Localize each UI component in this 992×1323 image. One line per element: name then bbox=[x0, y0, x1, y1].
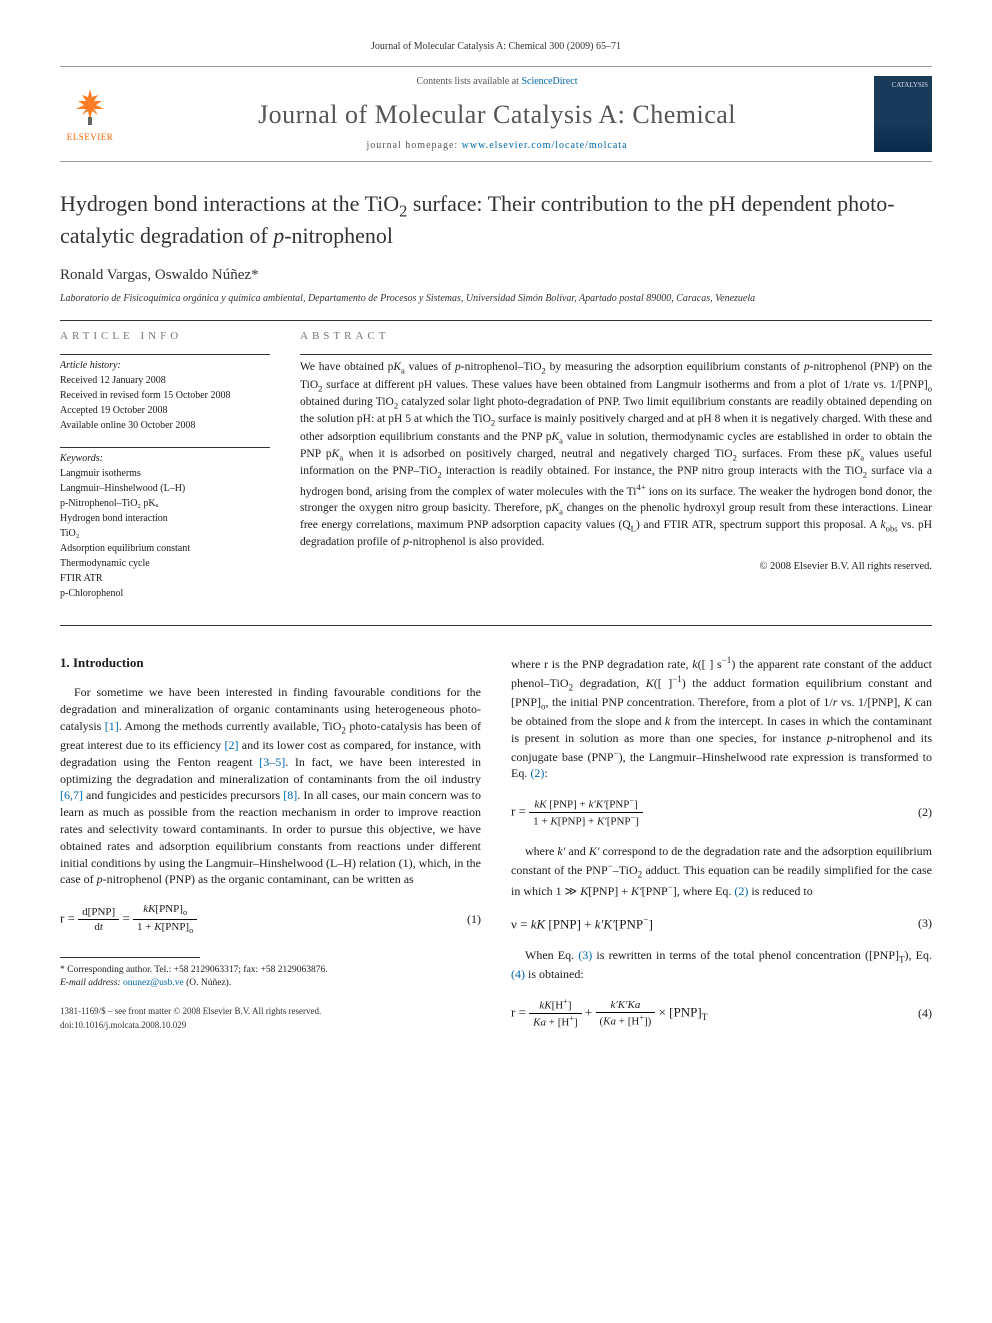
section-heading-intro: 1. Introduction bbox=[60, 654, 481, 672]
keyword: Langmuir–Hinshelwood (L–H) bbox=[60, 482, 270, 496]
intro-paragraph: For sometime we have been interested in … bbox=[60, 684, 481, 888]
article-info-column: ARTICLE INFO Article history: Received 1… bbox=[60, 329, 270, 615]
history-received: Received 12 January 2008 bbox=[60, 374, 270, 388]
header-band: ELSEVIER Contents lists available at Sci… bbox=[60, 66, 932, 162]
equation-4: r = kK[H+]Ka + [H+] + k′K′Ka(Ka + [H+]) … bbox=[511, 997, 932, 1030]
abstract-text: We have obtained pKa values of p-nitroph… bbox=[300, 359, 932, 550]
keyword: p-Chlorophenol bbox=[60, 587, 270, 601]
contents-prefix: Contents lists available at bbox=[416, 76, 521, 87]
history-accepted: Accepted 19 October 2008 bbox=[60, 404, 270, 418]
issn-line: 1381-1169/$ – see front matter © 2008 El… bbox=[60, 1005, 481, 1018]
article-title: Hydrogen bond interactions at the TiO2 s… bbox=[60, 190, 932, 250]
email-link[interactable]: onunez@usb.ve bbox=[123, 978, 184, 988]
elsevier-tree-icon bbox=[68, 85, 112, 129]
equation-3: ν = kK [PNP] + k′K′[PNP−] (3) bbox=[511, 914, 932, 934]
history-online: Available online 30 October 2008 bbox=[60, 419, 270, 433]
doi-line: doi:10.1016/j.molcata.2008.10.029 bbox=[60, 1019, 481, 1032]
right-para-2: where k′ and K′ correspond to de the deg… bbox=[511, 843, 932, 900]
eq1-number: (1) bbox=[467, 911, 481, 928]
right-para-3: When Eq. (3) is rewritten in terms of th… bbox=[511, 947, 932, 983]
journal-cover-thumb: CATALYSIS bbox=[874, 76, 932, 152]
homepage-link[interactable]: www.elsevier.com/locate/molcata bbox=[462, 140, 628, 151]
email-line: E-mail address: onunez@usb.ve (O. Núñez)… bbox=[60, 977, 481, 990]
keyword: p-Nitrophenol–TiO₂ pKₐ bbox=[60, 497, 270, 511]
keyword: Hydrogen bond interaction bbox=[60, 512, 270, 526]
authors: Ronald Vargas, Oswaldo Núñez* bbox=[60, 265, 932, 286]
left-column: 1. Introduction For sometime we have bee… bbox=[60, 654, 481, 1044]
cover-thumb-label: CATALYSIS bbox=[892, 82, 928, 90]
rule-top bbox=[60, 320, 932, 321]
journal-citation: Journal of Molecular Catalysis A: Chemic… bbox=[60, 40, 932, 54]
eq2-number: (2) bbox=[918, 804, 932, 821]
keyword: Langmuir isotherms bbox=[60, 467, 270, 481]
eq3-body: ν = kK [PNP] + k′K′[PNP−] bbox=[511, 914, 653, 934]
eq4-number: (4) bbox=[918, 1005, 932, 1022]
history-revised: Received in revised form 15 October 2008 bbox=[60, 389, 270, 403]
elsevier-logo: ELSEVIER bbox=[60, 79, 120, 149]
keyword: Thermodynamic cycle bbox=[60, 557, 270, 571]
keyword: Adsorption equilibrium constant bbox=[60, 542, 270, 556]
journal-title: Journal of Molecular Catalysis A: Chemic… bbox=[120, 97, 874, 133]
right-para-1: where r is the PNP degradation rate, k([… bbox=[511, 654, 932, 782]
affiliation: Laboratorio de Fisicoquímica orgánica y … bbox=[60, 292, 932, 306]
right-column: where r is the PNP degradation rate, k([… bbox=[511, 654, 932, 1044]
abstract-label: ABSTRACT bbox=[300, 329, 932, 344]
article-info-label: ARTICLE INFO bbox=[60, 329, 270, 344]
keyword: TiO₂ bbox=[60, 527, 270, 541]
abstract-column: ABSTRACT We have obtained pKa values of … bbox=[300, 329, 932, 615]
contents-line: Contents lists available at ScienceDirec… bbox=[120, 75, 874, 89]
history-label: Article history: bbox=[60, 359, 270, 373]
equation-2: r = kK [PNP] + k′K′[PNP−]1 + K[PNP] + K′… bbox=[511, 796, 932, 829]
sciencedirect-link[interactable]: ScienceDirect bbox=[521, 76, 577, 87]
eq3-number: (3) bbox=[918, 915, 932, 932]
elsevier-text: ELSEVIER bbox=[67, 131, 114, 144]
homepage-line: journal homepage: www.elsevier.com/locat… bbox=[120, 139, 874, 153]
corresponding-author-note: * Corresponding author. Tel.: +58 212906… bbox=[60, 964, 481, 977]
abstract-copyright: © 2008 Elsevier B.V. All rights reserved… bbox=[300, 560, 932, 575]
footnote-separator bbox=[60, 957, 200, 958]
equation-1: r = d[PNP]dt = kK[PNP]o1 + K[PNP]o (1) bbox=[60, 902, 481, 937]
keywords-label: Keywords: bbox=[60, 452, 270, 466]
homepage-prefix: journal homepage: bbox=[366, 140, 461, 151]
keyword: FTIR ATR bbox=[60, 572, 270, 586]
